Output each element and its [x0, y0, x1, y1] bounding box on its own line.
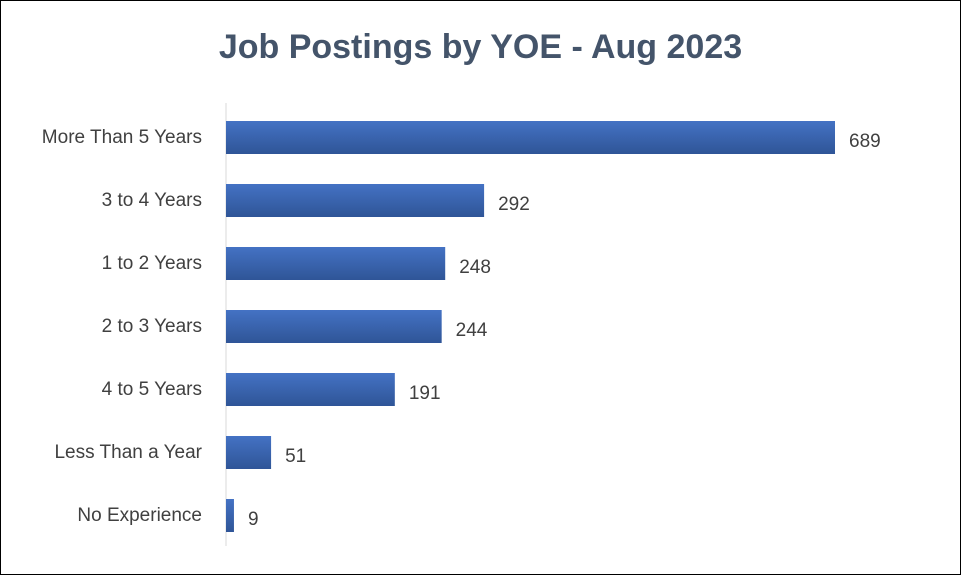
bar	[226, 310, 442, 343]
chart-title: Job Postings by YOE - Aug 2023	[218, 28, 743, 66]
data-label: 51	[285, 446, 306, 467]
data-label: 248	[459, 257, 491, 278]
data-label: 689	[849, 131, 881, 152]
category-label: 3 to 4 Years	[102, 190, 202, 211]
bar	[226, 436, 272, 469]
category-label: No Experience	[77, 505, 202, 526]
data-label: 244	[456, 320, 488, 341]
bar	[226, 184, 485, 217]
data-label: 191	[409, 383, 441, 404]
category-label: 4 to 5 Years	[102, 379, 202, 400]
category-label: 2 to 3 Years	[102, 316, 202, 337]
data-label: 9	[248, 509, 259, 530]
category-label: Less Than a Year	[54, 442, 202, 463]
category-label: 1 to 2 Years	[102, 253, 202, 274]
bar	[226, 247, 446, 280]
bar	[226, 373, 395, 406]
data-label: 292	[498, 194, 530, 215]
category-label: More Than 5 Years	[42, 127, 202, 148]
bar	[226, 499, 234, 532]
bar	[226, 121, 835, 154]
